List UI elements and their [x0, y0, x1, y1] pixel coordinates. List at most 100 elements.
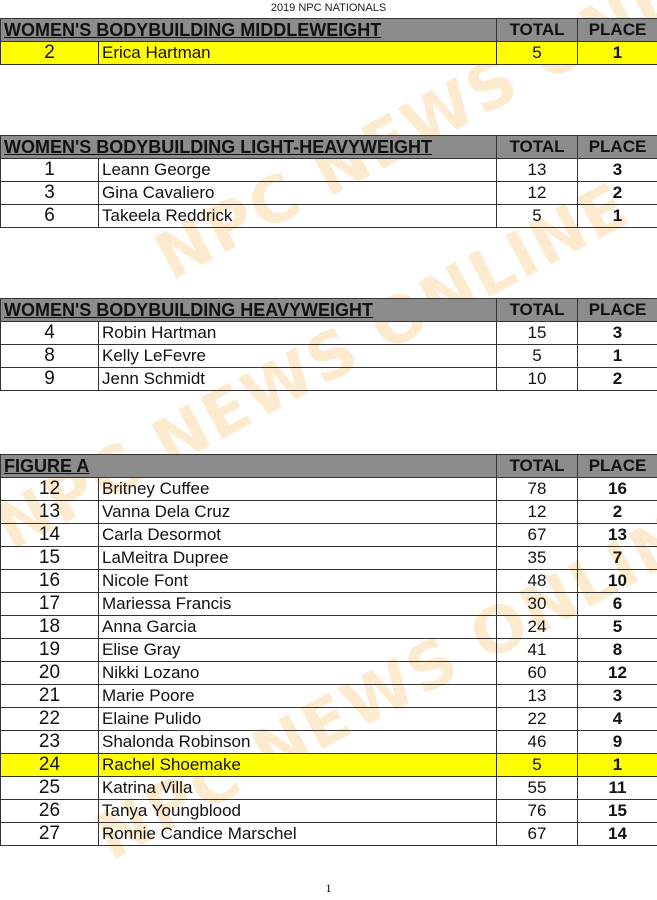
competitor-name: Mariessa Francis: [98, 592, 497, 616]
competitor-number: 15: [0, 546, 99, 570]
total-score: 12: [496, 500, 578, 524]
total-score: 67: [496, 523, 578, 547]
competitor-number: 19: [0, 638, 99, 662]
total-score: 13: [496, 158, 579, 182]
total-header: TOTAL: [496, 454, 578, 478]
competitor-number: 17: [0, 592, 99, 616]
placing: 2: [577, 181, 657, 205]
competitor-name: Robin Hartman: [97, 321, 498, 345]
competitor-name: Anna Garcia: [98, 615, 497, 639]
table-header: WOMEN'S BODYBUILDING HEAVYWEIGHT TOTAL PLA…: [0, 298, 657, 322]
class-title: WOMEN'S BODYBUILDING LIGHT-HEAVYWEIGHT: [0, 135, 498, 159]
competitor-number: 27: [0, 822, 99, 846]
competitor-name: Erica Hartman: [97, 41, 498, 65]
competitor-name: Leann George: [97, 158, 498, 182]
placing: 1: [577, 344, 657, 368]
placing: 11: [577, 776, 657, 800]
placing: 16: [577, 477, 657, 501]
table-header: FIGURE A TOTAL PLACE: [0, 454, 657, 478]
competitor-number: 6: [0, 204, 99, 228]
total-header: TOTAL: [496, 298, 579, 322]
competitor-name: Vanna Dela Cruz: [98, 500, 497, 524]
placing: 1: [577, 753, 657, 777]
class-results-table: WOMEN'S BODYBUILDING HEAVYWEIGHT TOTAL PLA…: [0, 298, 657, 391]
competitor-name: Carla Desormot: [98, 523, 497, 547]
table-row: 27 Ronnie Candice Marschel 67 14: [0, 822, 657, 846]
placing: 7: [577, 546, 657, 570]
placing: 2: [577, 367, 657, 391]
competitor-name: Nicole Font: [98, 569, 497, 593]
total-score: 60: [496, 661, 578, 685]
competitor-name: Katrina Villa: [98, 776, 497, 800]
total-score: 5: [496, 41, 579, 65]
placing: 8: [577, 638, 657, 662]
table-row: 21 Marie Poore 13 3: [0, 684, 657, 708]
total-score: 41: [496, 638, 578, 662]
table-header: WOMEN'S BODYBUILDING MIDDLEWEIGHT TOTAL PL…: [0, 18, 657, 42]
placing: 3: [577, 158, 657, 182]
competitor-name: Tanya Youngblood: [98, 799, 497, 823]
competitor-number: 25: [0, 776, 99, 800]
competitor-number: 14: [0, 523, 99, 547]
competitor-name: Elise Gray: [98, 638, 497, 662]
table-header: WOMEN'S BODYBUILDING LIGHT-HEAVYWEIGHT TO…: [0, 135, 657, 159]
total-score: 15: [496, 321, 579, 345]
total-score: 78: [496, 477, 578, 501]
placing: 9: [577, 730, 657, 754]
table-row: 13 Vanna Dela Cruz 12 2: [0, 500, 657, 524]
class-title: WOMEN'S BODYBUILDING HEAVYWEIGHT: [0, 298, 498, 322]
competitor-name: LaMeitra Dupree: [98, 546, 497, 570]
placing: 3: [577, 321, 657, 345]
placing: 1: [577, 41, 657, 65]
total-score: 76: [496, 799, 578, 823]
competitor-number: 22: [0, 707, 99, 731]
total-header: TOTAL: [496, 135, 579, 159]
page-number: 1: [325, 881, 332, 895]
competitor-name: Jenn Schmidt: [97, 367, 498, 391]
place-header: PLACE: [577, 18, 657, 42]
competitor-number: 4: [0, 321, 99, 345]
competitor-number: 23: [0, 730, 99, 754]
placing: 3: [577, 684, 657, 708]
table-row: 23 Shalonda Robinson 46 9: [0, 730, 657, 754]
placing: 6: [577, 592, 657, 616]
document-title: 2019 NPC NATIONALS: [270, 2, 387, 14]
table-row: 16 Nicole Font 48 10: [0, 569, 657, 593]
table-row: 4 Robin Hartman 15 3: [0, 321, 657, 345]
competitor-name: Kelly LeFevre: [97, 344, 498, 368]
competitor-name: Britney Cuffee: [98, 477, 497, 501]
class-title: FIGURE A: [0, 454, 497, 478]
table-row: 1 Leann George 13 3: [0, 158, 657, 182]
total-score: 5: [496, 344, 579, 368]
competitor-number: 3: [0, 181, 99, 205]
competitor-number: 1: [0, 158, 99, 182]
competitor-name: Nikki Lozano: [98, 661, 497, 685]
place-header: PLACE: [577, 135, 657, 159]
table-row: 2 Erica Hartman 5 1: [0, 41, 657, 65]
total-score: 12: [496, 181, 579, 205]
total-score: 55: [496, 776, 578, 800]
competitor-name: Elaine Pulido: [98, 707, 497, 731]
placing: 5: [577, 615, 657, 639]
class-title: WOMEN'S BODYBUILDING MIDDLEWEIGHT: [0, 18, 498, 42]
competitor-name: Ronnie Candice Marschel: [98, 822, 497, 846]
competitor-name: Gina Cavaliero: [97, 181, 498, 205]
competitor-number: 21: [0, 684, 99, 708]
total-score: 5: [496, 753, 578, 777]
competitor-number: 12: [0, 477, 99, 501]
total-score: 46: [496, 730, 578, 754]
placing: 15: [577, 799, 657, 823]
table-row: 20 Nikki Lozano 60 12: [0, 661, 657, 685]
competitor-number: 18: [0, 615, 99, 639]
total-score: 13: [496, 684, 578, 708]
table-row: 6 Takeela Reddrick 5 1: [0, 204, 657, 228]
placing: 12: [577, 661, 657, 685]
total-score: 30: [496, 592, 578, 616]
competitor-number: 8: [0, 344, 99, 368]
competitor-name: Marie Poore: [98, 684, 497, 708]
placing: 13: [577, 523, 657, 547]
competitor-name: Shalonda Robinson: [98, 730, 497, 754]
table-row: 12 Britney Cuffee 78 16: [0, 477, 657, 501]
total-score: 22: [496, 707, 578, 731]
